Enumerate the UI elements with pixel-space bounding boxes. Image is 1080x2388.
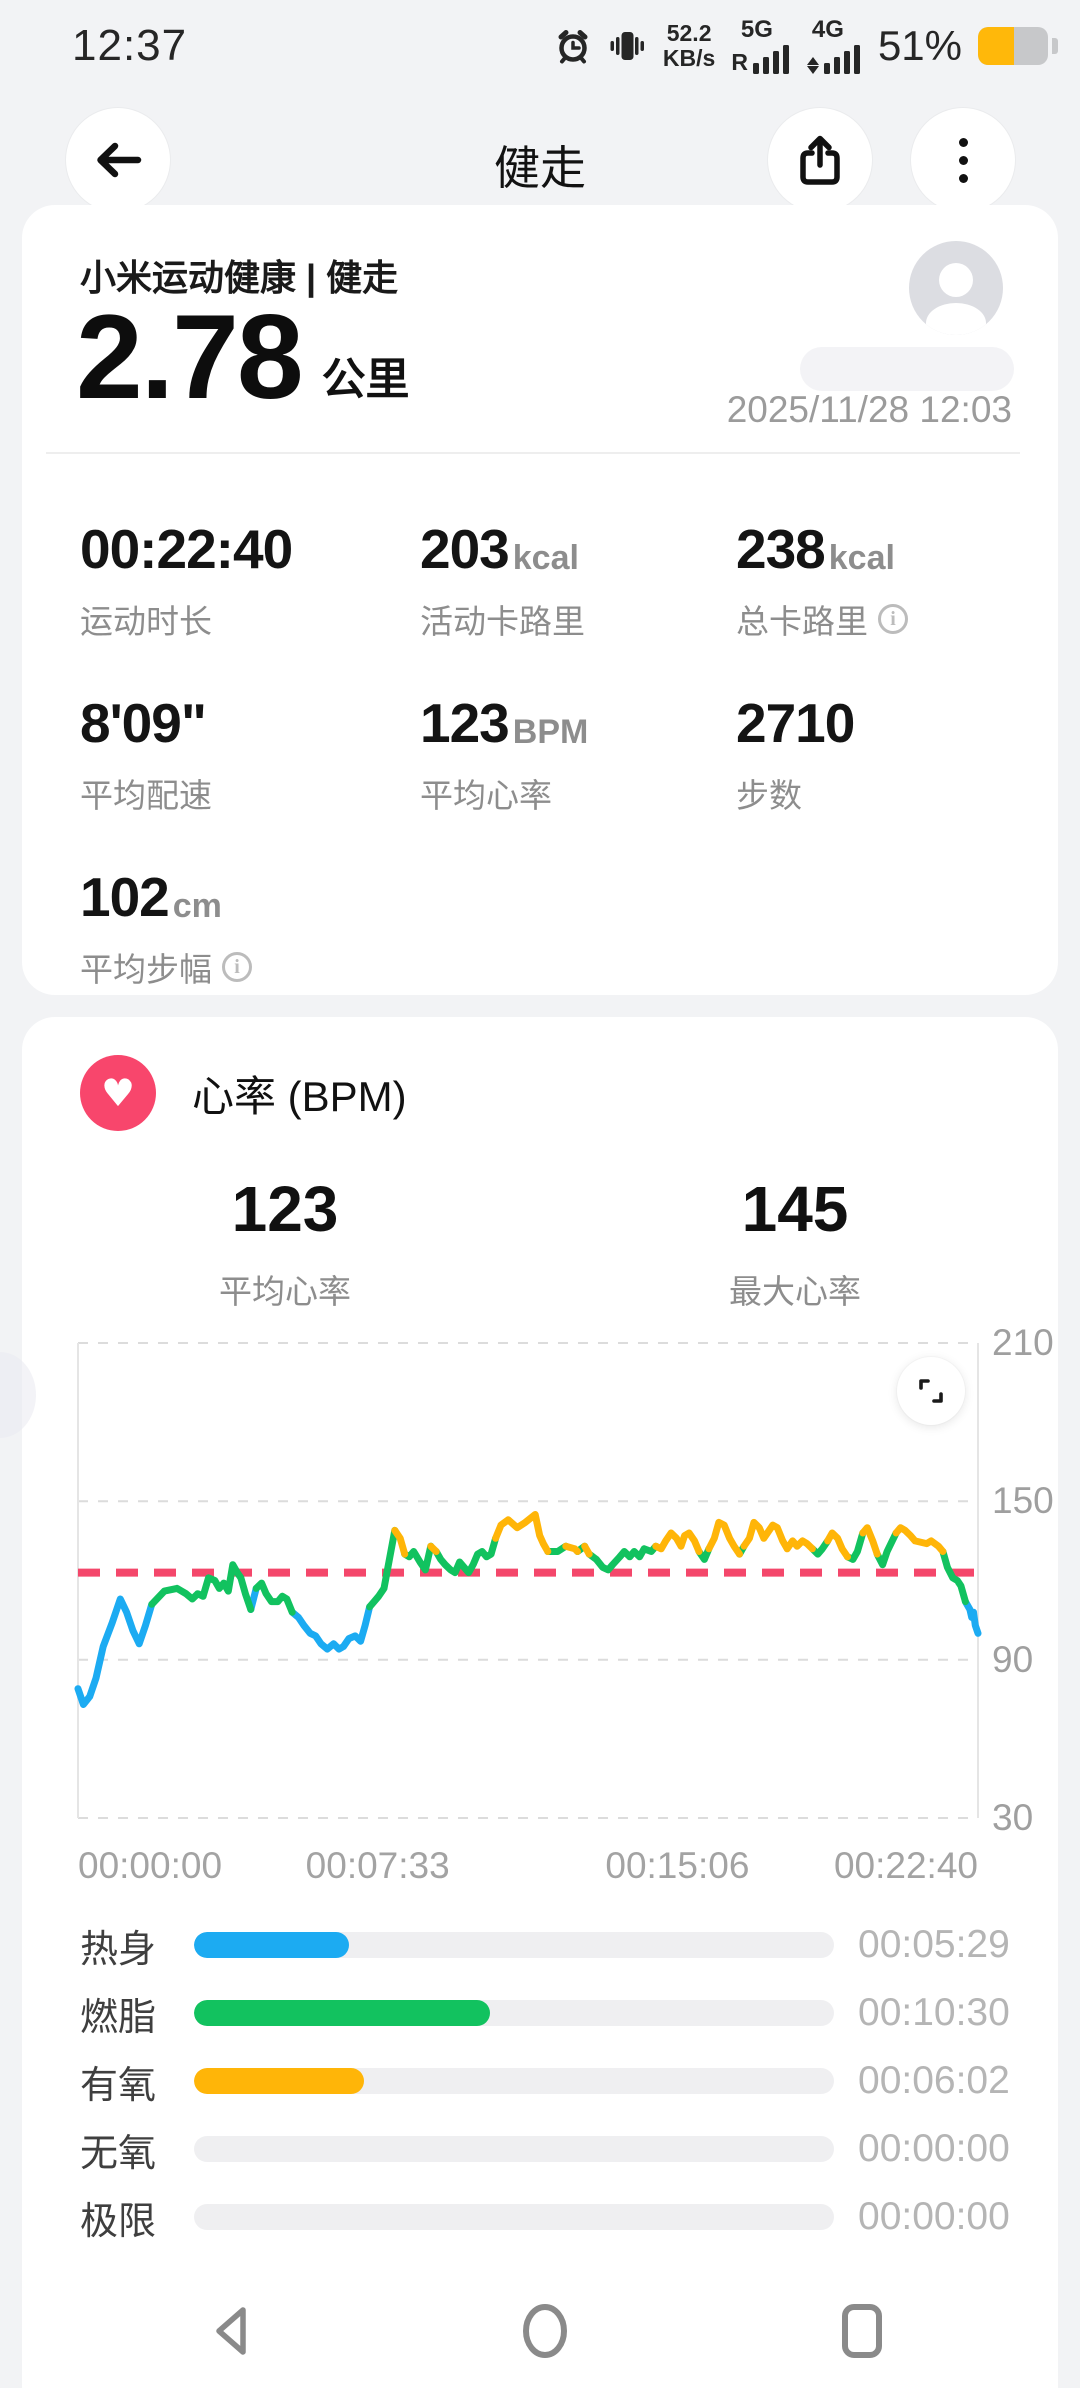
distance-stat: 2.78 公里 bbox=[76, 297, 410, 417]
max-heart-rate-stat: 145 最大心率 bbox=[729, 1173, 861, 1310]
android-nav-bar bbox=[0, 2278, 1080, 2388]
battery-icon bbox=[978, 27, 1048, 65]
distance-value: 2.78 bbox=[76, 290, 304, 424]
back-arrow-icon bbox=[97, 142, 142, 178]
avatar[interactable] bbox=[909, 241, 1003, 335]
network-speed: 52.2 KB/s bbox=[662, 20, 716, 71]
session-datetime: 2025/11/28 12:03 bbox=[726, 389, 1012, 430]
more-dots-icon bbox=[958, 137, 968, 183]
data-updown-icon bbox=[806, 57, 819, 74]
share-icon bbox=[800, 135, 840, 185]
share-button[interactable] bbox=[768, 108, 872, 212]
stat-stride-length: 102 cm 平均步幅 i bbox=[80, 861, 420, 991]
status-time: 12:37 bbox=[72, 21, 188, 70]
stat-active-calories: 203 kcal 活动卡路里 bbox=[420, 518, 585, 641]
info-icon[interactable]: i bbox=[222, 952, 252, 982]
alarm-icon bbox=[558, 30, 588, 64]
stat-avg-pace: 8'09" 平均配速 bbox=[80, 692, 212, 815]
heart-rate-card: ♥ 心率 (BPM) 123 平均心率 145 最大心率 210 150 90 30 … bbox=[22, 1017, 1058, 2388]
zone-row-limit: 极限 00:00:00 bbox=[80, 2195, 1010, 2243]
heart-rate-chart[interactable] bbox=[74, 1342, 982, 1819]
heart-rate-title: 心率 (BPM) bbox=[192, 1072, 407, 1120]
nav-home-button[interactable] bbox=[510, 2296, 580, 2366]
zone-bar bbox=[194, 2000, 834, 2026]
workout-summary-card: 小米运动健康 | 健走 2.78 公里 2025/11/28 12:03 00:… bbox=[22, 205, 1058, 995]
chart-x-axis: 00:00:00 00:07:33 00:15:06 00:22:40 bbox=[78, 1845, 978, 1886]
back-button[interactable] bbox=[66, 108, 170, 212]
app-source-label: 小米运动健康 | 健走 bbox=[80, 257, 399, 298]
info-icon[interactable]: i bbox=[878, 604, 908, 634]
heart-icon: ♥ bbox=[80, 1055, 156, 1131]
stat-total-calories: 238 kcal 总卡路里 i bbox=[736, 513, 1028, 643]
chart-fullscreen-button[interactable] bbox=[897, 1357, 965, 1425]
signal-bars-icon bbox=[752, 45, 789, 74]
signal-bars-icon bbox=[823, 45, 860, 74]
expand-icon bbox=[919, 1379, 943, 1403]
status-icons: 52.2 KB/s 5G R 4G bbox=[555, 18, 1058, 74]
status-bar: 12:37 52.2 KB/s 5G bbox=[0, 0, 1080, 92]
nav-back-icon bbox=[216, 2307, 246, 2355]
zone-row-anaerobic: 无氧 00:00:00 bbox=[80, 2127, 1010, 2175]
heart-rate-zones: 热身 00:05:29 燃脂 00:10:30 有氧 00:06:02 无氧 0… bbox=[80, 1922, 1013, 2262]
zone-row-warmup: 热身 00:05:29 bbox=[80, 1923, 1010, 1971]
chart-y-tick: 150 bbox=[992, 1480, 1054, 1522]
header: 健走 bbox=[0, 104, 1080, 216]
page-title: 健走 bbox=[494, 142, 586, 194]
zone-bar bbox=[194, 2204, 834, 2230]
zone-row-aerobic: 有氧 00:06:02 bbox=[80, 2059, 1010, 2107]
nav-back-button[interactable] bbox=[197, 2296, 267, 2366]
sim2-signal: 4G bbox=[806, 18, 862, 74]
nav-home-icon bbox=[523, 2304, 567, 2358]
more-button[interactable] bbox=[911, 108, 1015, 212]
battery-nub bbox=[1052, 38, 1058, 54]
chart-y-tick: 90 bbox=[992, 1638, 1034, 1680]
stat-duration: 00:22:40 运动时长 bbox=[80, 518, 293, 641]
zone-bar bbox=[194, 2068, 834, 2094]
zone-bar bbox=[194, 2136, 834, 2162]
vibrate-icon bbox=[610, 32, 644, 60]
battery-percent: 51% bbox=[877, 22, 962, 69]
nav-recents-icon bbox=[842, 2304, 882, 2358]
zone-bar bbox=[194, 1932, 834, 1958]
zone-row-fatburn: 燃脂 00:10:30 bbox=[80, 1991, 1010, 2039]
stat-steps: 2710 步数 bbox=[736, 692, 855, 815]
stats-grid: 00:22:40 运动时长 203 kcal 活动卡路里 238 kcal 总卡路里… bbox=[80, 513, 1028, 991]
divider bbox=[46, 452, 1020, 454]
chart-y-tick: 210 bbox=[992, 1322, 1054, 1363]
avg-heart-rate-stat: 123 平均心率 bbox=[219, 1173, 351, 1310]
stat-avg-heart-rate: 123 BPM 平均心率 bbox=[420, 692, 589, 815]
chart-y-tick: 30 bbox=[992, 1797, 1034, 1838]
nav-recents-button[interactable] bbox=[827, 2296, 897, 2366]
distance-unit: 公里 bbox=[321, 355, 410, 404]
sim1-roaming-tag: R bbox=[731, 49, 748, 75]
username-blurred bbox=[800, 347, 1014, 391]
sim1-signal: 5G R bbox=[731, 18, 791, 74]
